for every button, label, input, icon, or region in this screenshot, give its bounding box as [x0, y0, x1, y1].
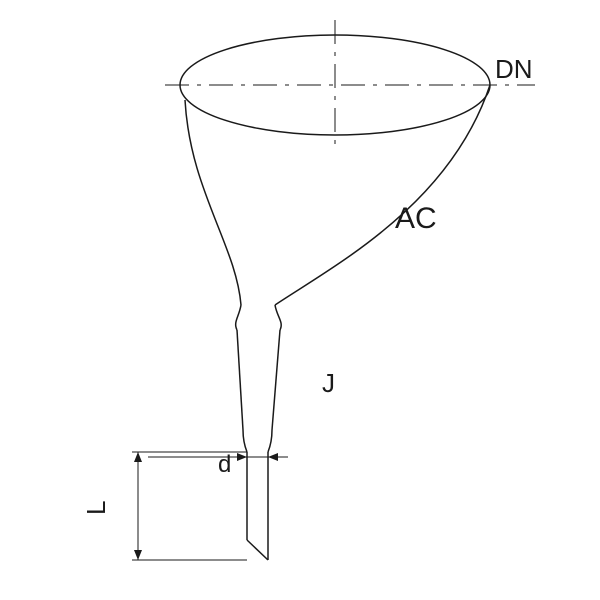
label-d: d [218, 451, 231, 478]
label-dn: DN [495, 54, 533, 84]
technical-drawing: DN AC Jd L [0, 0, 600, 600]
label-j: J [322, 368, 335, 398]
label-l: L [81, 501, 111, 515]
label-a: AC [395, 202, 437, 235]
